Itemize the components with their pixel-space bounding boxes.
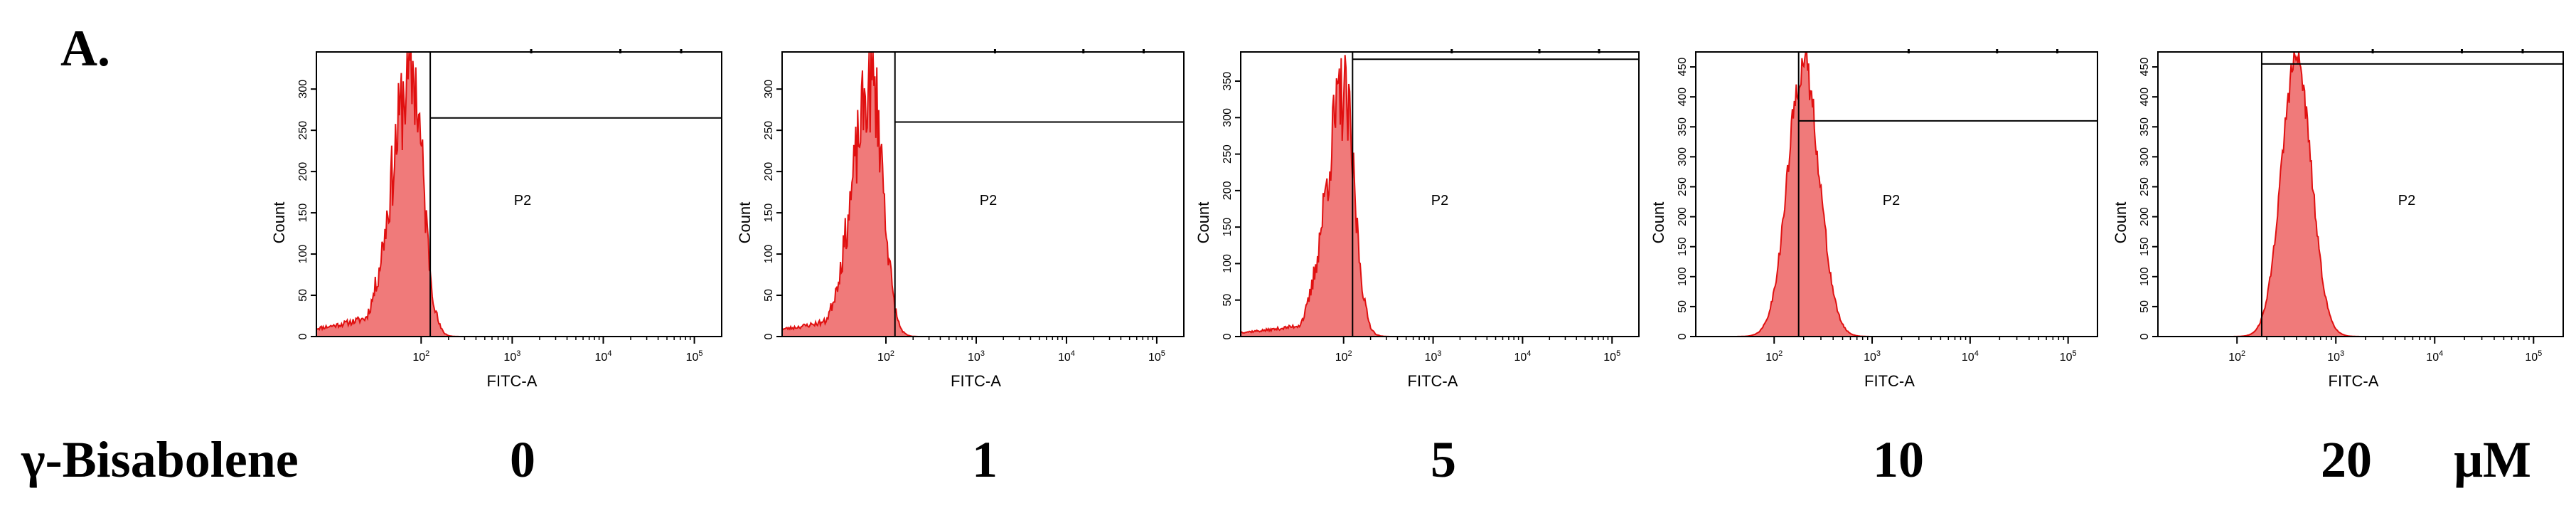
y-axis-label: Count — [1650, 202, 1667, 244]
x-tick-label: 102 — [877, 349, 894, 364]
panel-label: A. — [60, 20, 110, 77]
plot-frame — [781, 51, 1185, 337]
plot-frame — [2157, 51, 2564, 337]
y-tick-label: 250 — [297, 121, 309, 140]
treatment-label: γ-Bisabolene — [21, 431, 299, 488]
y-tick-label: 50 — [763, 289, 775, 302]
y-tick-label: 100 — [2139, 267, 2151, 286]
histogram-panel-5: P2 102 103 104 105 FITC-A 0 50 100 150 200 250 300 35… — [2112, 49, 2564, 488]
y-tick-label: 250 — [1222, 144, 1234, 164]
y-tick-label: 450 — [2139, 58, 2151, 77]
concentration-label: 10 — [1873, 431, 1924, 488]
y-tick-label: 300 — [2139, 147, 2151, 166]
plot-frame — [316, 51, 722, 337]
x-tick-label: 104 — [1962, 349, 1979, 364]
histogram-panel-1: P2 102 103 104 105 FITC-A 0 50 100 150 200 250 300 Co… — [270, 49, 722, 488]
y-tick-label: 0 — [2139, 333, 2151, 339]
x-axis-label: FITC-A — [2329, 372, 2379, 390]
histogram-panel-4: P2 102 103 104 105 FITC-A 0 50 100 150 200 250 300 35… — [1650, 49, 2098, 488]
x-tick-label: 105 — [2060, 349, 2077, 364]
y-tick-label: 100 — [1222, 254, 1234, 273]
histogram-panel-3: P2 102 103 104 105 FITC-A 0 50 100 150 200 250 300 35… — [1195, 49, 1640, 488]
gate-label: P2 — [1431, 193, 1448, 208]
y-tick-label: 200 — [1677, 207, 1689, 226]
gate-label: P2 — [1883, 193, 1900, 208]
concentration-label: 20 — [2321, 431, 2372, 488]
x-tick-label: 103 — [503, 349, 520, 364]
x-tick-label: 104 — [595, 349, 612, 364]
y-axis-label: Count — [736, 202, 754, 244]
y-tick-label: 450 — [1677, 58, 1689, 77]
x-tick-label: 105 — [2525, 349, 2542, 364]
y-tick-label: 0 — [1222, 333, 1234, 339]
x-tick-label: 103 — [2327, 349, 2344, 364]
y-tick-label: 300 — [1677, 147, 1689, 166]
x-tick-label: 105 — [686, 349, 703, 364]
y-axis-label: Count — [1195, 202, 1212, 244]
x-tick-label: 102 — [1765, 349, 1783, 364]
gate-label: P2 — [980, 193, 997, 208]
y-axis-label: Count — [270, 202, 288, 244]
y-tick-label: 250 — [1677, 177, 1689, 196]
x-axis-label: FITC-A — [951, 372, 1001, 390]
x-axis-label: FITC-A — [487, 372, 538, 390]
concentration-label: 1 — [972, 431, 998, 488]
y-tick-label: 350 — [2139, 117, 2151, 137]
y-tick-label: 250 — [2139, 177, 2151, 196]
y-tick-label: 150 — [297, 203, 309, 223]
y-tick-label: 350 — [1222, 72, 1234, 91]
x-tick-label: 104 — [1514, 349, 1531, 364]
x-tick-label: 104 — [2426, 349, 2443, 364]
y-tick-label: 100 — [1677, 267, 1689, 286]
concentration-label: 5 — [1431, 431, 1456, 488]
y-tick-label: 200 — [2139, 207, 2151, 226]
x-tick-label: 105 — [1148, 349, 1165, 364]
x-tick-label: 103 — [1425, 349, 1442, 364]
gate-label: P2 — [514, 193, 531, 208]
y-tick-label: 150 — [763, 203, 775, 223]
y-tick-label: 0 — [297, 333, 309, 339]
y-tick-label: 100 — [297, 245, 309, 264]
plot-frame — [1240, 51, 1640, 337]
y-tick-label: 150 — [1222, 218, 1234, 237]
x-tick-label: 103 — [968, 349, 985, 364]
x-axis-label: FITC-A — [1408, 372, 1458, 390]
concentration-label: 0 — [510, 431, 535, 488]
y-tick-label: 250 — [763, 121, 775, 140]
y-tick-label: 50 — [1222, 294, 1234, 307]
plot-frame — [1695, 51, 2098, 337]
gate-label: P2 — [2398, 193, 2415, 208]
x-tick-label: 102 — [1335, 349, 1352, 364]
y-tick-label: 400 — [1677, 88, 1689, 107]
y-tick-label: 0 — [1677, 333, 1689, 339]
y-tick-label: 200 — [763, 162, 775, 181]
y-tick-label: 350 — [1677, 117, 1689, 137]
y-tick-label: 400 — [2139, 88, 2151, 107]
y-tick-label: 200 — [1222, 181, 1234, 200]
x-tick-label: 102 — [2228, 349, 2245, 364]
y-tick-label: 0 — [763, 333, 775, 339]
y-tick-label: 50 — [2139, 300, 2151, 313]
unit-label: μM — [2454, 431, 2531, 488]
y-tick-label: 200 — [297, 162, 309, 181]
x-tick-label: 103 — [1864, 349, 1881, 364]
y-tick-label: 300 — [297, 80, 309, 99]
y-tick-label: 150 — [1677, 237, 1689, 256]
y-tick-label: 50 — [1677, 300, 1689, 313]
x-tick-label: 102 — [412, 349, 429, 364]
y-tick-label: 50 — [297, 289, 309, 302]
x-axis-label: FITC-A — [1864, 372, 1915, 390]
y-axis-label: Count — [2112, 202, 2129, 244]
histogram-series — [2158, 51, 2563, 337]
x-tick-label: 104 — [1058, 349, 1075, 364]
y-tick-label: 300 — [1222, 108, 1234, 127]
x-tick-label: 105 — [1603, 349, 1620, 364]
histogram-panel-2: P2 102 103 104 105 FITC-A 0 50 100 150 200 250 300 Co… — [736, 49, 1185, 488]
y-tick-label: 100 — [763, 245, 775, 264]
y-tick-label: 150 — [2139, 237, 2151, 256]
y-tick-label: 300 — [763, 80, 775, 99]
